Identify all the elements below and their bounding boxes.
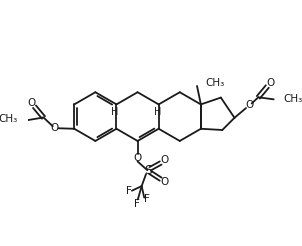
- Text: CH₃: CH₃: [205, 78, 224, 88]
- Text: S: S: [144, 164, 152, 177]
- Text: CH₃: CH₃: [284, 94, 302, 104]
- Text: O: O: [246, 101, 254, 110]
- Text: O: O: [133, 154, 142, 163]
- Text: F: F: [126, 186, 132, 196]
- Text: O: O: [160, 177, 169, 187]
- Text: F: F: [134, 199, 140, 209]
- Text: H: H: [111, 107, 118, 117]
- Text: F: F: [144, 194, 150, 204]
- Text: H: H: [154, 107, 161, 117]
- Text: O: O: [27, 98, 36, 108]
- Text: O: O: [160, 155, 169, 166]
- Text: CH₃: CH₃: [0, 114, 17, 124]
- Text: O: O: [266, 78, 275, 88]
- Text: O: O: [50, 123, 58, 133]
